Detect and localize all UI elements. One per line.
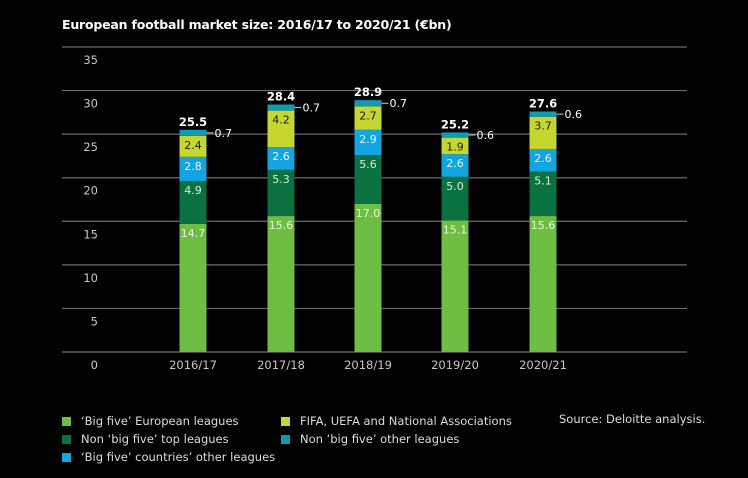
legend-label-non-big-five-top: Non ‘big five’ top leagues bbox=[81, 432, 229, 446]
y-axis-ticks: 0 5 10 15 20 25 30 35 bbox=[83, 53, 98, 372]
bar-segment bbox=[441, 137, 469, 155]
data-label: 2.4 bbox=[184, 139, 202, 152]
bar-segment bbox=[441, 176, 469, 221]
bar-segment bbox=[354, 100, 382, 107]
legend-item-non-big-five-other: Non ‘big five’ other leagues bbox=[281, 432, 459, 446]
data-label: 0.6 bbox=[477, 129, 495, 142]
data-label: 5.6 bbox=[359, 158, 377, 171]
legend-label-fifa-uefa: FIFA, UEFA and National Associations bbox=[300, 414, 512, 428]
data-label: 5.0 bbox=[446, 180, 464, 193]
data-label: 4.2 bbox=[272, 114, 290, 127]
bar-segment bbox=[441, 132, 469, 138]
bar-segment bbox=[529, 148, 557, 172]
data-label: 0.7 bbox=[215, 127, 233, 140]
x-tick-label: 2017/18 bbox=[257, 358, 305, 372]
bar-segment bbox=[267, 104, 295, 111]
legend-label-big-five-countries-other: ‘Big five’ countries’ other leagues bbox=[81, 450, 276, 464]
bar-segment bbox=[529, 111, 557, 117]
source-note: Source: Deloitte analysis. bbox=[559, 412, 706, 426]
data-label: 0.6 bbox=[565, 108, 583, 121]
bar-segment bbox=[179, 129, 207, 136]
bar-segment bbox=[354, 129, 382, 156]
bar-segment bbox=[179, 135, 207, 157]
x-tick-label: 2020/21 bbox=[519, 358, 567, 372]
legend-label-non-big-five-other: Non ‘big five’ other leagues bbox=[300, 432, 460, 446]
total-label: 25.2 bbox=[441, 117, 469, 131]
data-label: 4.9 bbox=[184, 184, 202, 197]
legend-item-big-five: ‘Big five’ European leagues bbox=[62, 414, 239, 428]
legend-item-fifa-uefa: FIFA, UEFA and National Associations bbox=[281, 414, 512, 428]
data-label: 2.9 bbox=[359, 133, 377, 146]
y-tick-label: 0 bbox=[91, 358, 98, 372]
y-tick-label: 20 bbox=[83, 184, 98, 198]
legend-swatch-fifa-uefa bbox=[281, 416, 290, 426]
y-tick-label: 5 bbox=[91, 314, 98, 328]
legend-item-big-five-countries-other: ‘Big five’ countries’ other leagues bbox=[62, 450, 275, 464]
bar-segment bbox=[529, 171, 557, 217]
data-label: 2.6 bbox=[272, 150, 290, 163]
data-label: 0.7 bbox=[390, 97, 408, 110]
data-label: 2.6 bbox=[534, 152, 552, 165]
x-tick-label: 2016/17 bbox=[169, 358, 217, 372]
legend-swatch-non-big-five-top bbox=[62, 434, 71, 444]
chart-title: European football market size: 2016/17 t… bbox=[62, 17, 452, 32]
x-tick-label: 2018/19 bbox=[344, 358, 392, 372]
data-label: 2.7 bbox=[359, 109, 377, 122]
bar-stack-2019-20: 15.1 5.0 2.6 1.9 0.6 25.2 bbox=[441, 117, 494, 352]
data-label: 15.1 bbox=[443, 223, 468, 236]
total-label: 28.9 bbox=[354, 85, 382, 99]
bar-stack-2017-18: 15.6 5.3 2.6 4.2 0.7 28.4 bbox=[267, 90, 320, 352]
data-label: 15.6 bbox=[531, 219, 556, 232]
data-label: 3.7 bbox=[534, 120, 552, 133]
bar-segment bbox=[529, 216, 557, 352]
y-tick-label: 30 bbox=[83, 97, 98, 111]
legend-item-non-big-five-top: Non ‘big five’ top leagues bbox=[62, 432, 229, 446]
bar-segment bbox=[441, 154, 469, 177]
bar-segment bbox=[354, 106, 382, 130]
bar-segment bbox=[529, 116, 557, 149]
bar-stack-2018-19: 17.0 5.6 2.9 2.7 0.7 28.9 bbox=[354, 85, 407, 352]
data-label: 0.7 bbox=[303, 102, 321, 115]
bar-segment bbox=[267, 169, 295, 217]
legend-swatch-big-five bbox=[62, 416, 71, 426]
bar-segment bbox=[179, 156, 207, 182]
stacked-bar-chart: 0 5 10 15 20 25 30 35 14.7 4.9 2.8 2.4 0.7 25.5 15.6 5… bbox=[62, 46, 687, 372]
legend-swatch-non-big-five-other bbox=[281, 434, 290, 444]
bar-segment bbox=[354, 155, 382, 204]
bar-segment bbox=[441, 220, 469, 352]
data-label: 1.9 bbox=[446, 141, 464, 154]
bar-stack-2016-17: 14.7 4.9 2.8 2.4 0.7 25.5 bbox=[179, 115, 232, 352]
data-label: 14.7 bbox=[181, 227, 206, 240]
legend-label-big-five: ‘Big five’ European leagues bbox=[81, 414, 239, 428]
data-label: 2.8 bbox=[184, 160, 202, 173]
total-label: 28.4 bbox=[267, 90, 295, 104]
x-axis-ticks: 2016/17 2017/18 2018/19 2019/20 2020/21 bbox=[169, 358, 567, 372]
y-tick-label: 25 bbox=[83, 140, 98, 154]
total-label: 27.6 bbox=[529, 96, 557, 110]
legend-swatch-big-five-countries-other bbox=[62, 452, 71, 462]
bars: 14.7 4.9 2.8 2.4 0.7 25.5 15.6 5.3 2.6 4.2 0.7 28.4… bbox=[179, 85, 582, 352]
data-label: 5.1 bbox=[534, 175, 552, 188]
data-label: 17.0 bbox=[356, 207, 381, 220]
y-tick-label: 35 bbox=[83, 53, 98, 67]
data-label: 15.6 bbox=[269, 219, 294, 232]
data-label: 2.6 bbox=[446, 157, 464, 170]
bar-stack-2020-21: 15.6 5.1 2.6 3.7 0.6 27.6 bbox=[529, 96, 582, 352]
y-tick-label: 10 bbox=[83, 271, 98, 285]
y-tick-label: 15 bbox=[83, 227, 98, 241]
bar-segment bbox=[354, 203, 382, 352]
bar-segment bbox=[267, 216, 295, 352]
bar-segment bbox=[267, 110, 295, 148]
data-label: 5.3 bbox=[272, 173, 290, 186]
bar-segment bbox=[179, 223, 207, 352]
x-tick-label: 2019/20 bbox=[431, 358, 479, 372]
bar-segment bbox=[179, 181, 207, 224]
total-label: 25.5 bbox=[179, 115, 207, 129]
bar-segment bbox=[267, 147, 295, 170]
